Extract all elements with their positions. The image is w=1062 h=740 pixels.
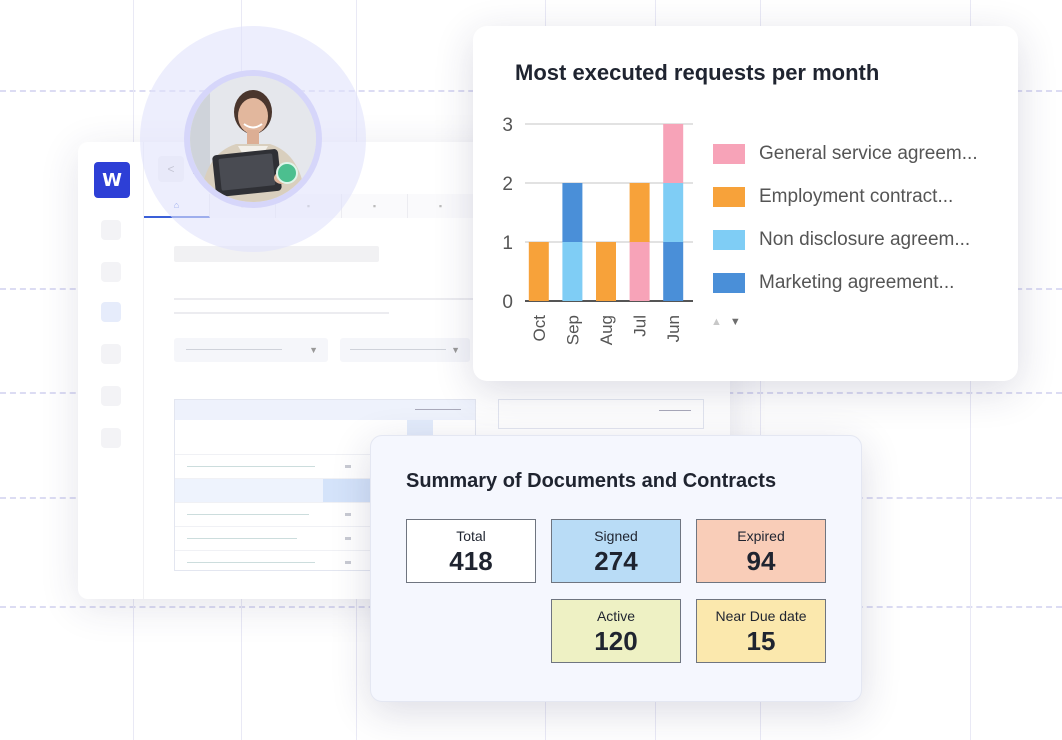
stat-label: Signed <box>594 528 638 544</box>
legend-label: General service agreem... <box>759 143 978 164</box>
app-sidebar: W <box>78 142 144 599</box>
y-tick-label: 1 <box>502 233 513 254</box>
filter-dropdown[interactable]: ▼ <box>174 338 328 362</box>
stat-value: 94 <box>746 546 776 576</box>
legend-swatch <box>713 187 745 207</box>
y-tick-label: 0 <box>502 292 513 313</box>
x-tick-label: Jun <box>664 315 683 342</box>
legend-label: Employment contract... <box>759 186 954 207</box>
bar-segment <box>596 242 616 301</box>
bar-segment <box>629 242 650 301</box>
app-logo[interactable]: W <box>94 162 130 198</box>
y-tick-label: 3 <box>502 115 513 136</box>
tab-icon: ▪ <box>372 201 377 211</box>
stat-label: Expired <box>737 528 785 544</box>
page-title-placeholder <box>174 246 379 262</box>
legend-swatch <box>713 230 745 250</box>
table-row[interactable] <box>175 454 475 478</box>
x-tick-label: Sep <box>563 315 582 345</box>
summary-title: Summary of Documents and Contracts <box>406 470 777 492</box>
bar-segment <box>562 183 583 242</box>
bar-segment <box>562 242 583 301</box>
chevron-down-icon: ▼ <box>451 345 460 355</box>
side-panel-placeholder <box>498 399 704 429</box>
sidebar-item[interactable] <box>101 386 121 406</box>
bar-segment <box>663 242 684 301</box>
sidebar-item[interactable] <box>101 262 121 282</box>
legend-swatch <box>713 144 745 164</box>
sidebar-item-active[interactable] <box>101 302 121 322</box>
avatar <box>190 76 316 202</box>
bar-segment <box>528 242 549 301</box>
table-header <box>175 400 475 420</box>
triangle-up-icon[interactable]: ▲ <box>711 316 722 328</box>
stat-label: Near Due date <box>715 608 807 624</box>
stat-value: 120 <box>594 626 638 656</box>
stat-signed[interactable]: Signed 274 <box>551 519 681 583</box>
x-tick-label: Oct <box>530 315 549 342</box>
stacked-bar-chart: 0 1 2 3 Oct Sep Aug Jul Jun <box>502 115 693 345</box>
legend-label: Marketing agreement... <box>759 272 955 293</box>
tab[interactable]: ▪ <box>342 194 408 218</box>
x-tick-label: Aug <box>597 315 616 345</box>
sidebar-item[interactable] <box>101 344 121 364</box>
stat-value: 15 <box>746 626 776 656</box>
legend-item[interactable]: Non disclosure agreem... <box>713 229 970 251</box>
stat-label: Total <box>456 528 486 544</box>
sidebar-item[interactable] <box>101 220 121 240</box>
table-row[interactable] <box>175 526 475 550</box>
divider <box>174 298 504 300</box>
bar-segment <box>663 183 684 242</box>
legend-swatch <box>713 273 745 293</box>
stat-value: 418 <box>449 546 493 576</box>
summary-card: Summary of Documents and Contracts Total… <box>370 435 862 702</box>
triangle-down-icon[interactable]: ▼ <box>729 316 741 328</box>
tab[interactable]: ▪ <box>408 194 474 218</box>
legend-item[interactable]: General service agreem... <box>713 143 978 165</box>
sidebar-item[interactable] <box>101 428 121 448</box>
table-row[interactable] <box>175 502 475 526</box>
legend-item[interactable]: Marketing agreement... <box>713 272 954 294</box>
bar-segment <box>663 124 684 183</box>
filter-dropdown[interactable]: ▼ <box>340 338 470 362</box>
legend-label: Non disclosure agreem... <box>759 229 971 250</box>
legend-pager: ▲ ▼ <box>711 316 741 328</box>
chevron-down-icon: ▼ <box>309 345 318 355</box>
tab-icon: ▪ <box>438 201 443 211</box>
x-tick-label: Jul <box>631 315 650 337</box>
divider <box>174 312 389 314</box>
table-row[interactable] <box>175 550 475 574</box>
chart-card: Most executed requests per month 0 1 2 3 Oct… <box>473 26 1018 381</box>
stat-expired[interactable]: Expired 94 <box>696 519 826 583</box>
stat-label: Active <box>596 608 636 624</box>
chart-title: Most executed requests per month <box>515 60 880 85</box>
bar-segment <box>629 183 650 242</box>
stat-total[interactable]: Total 418 <box>406 519 536 583</box>
stat-active[interactable]: Active 120 <box>551 599 681 663</box>
online-status-icon <box>276 162 298 184</box>
stat-value: 274 <box>594 546 638 576</box>
legend-item[interactable]: Employment contract... <box>713 186 953 208</box>
stat-near-due[interactable]: Near Due date 15 <box>696 599 826 663</box>
y-tick-label: 2 <box>502 174 513 195</box>
